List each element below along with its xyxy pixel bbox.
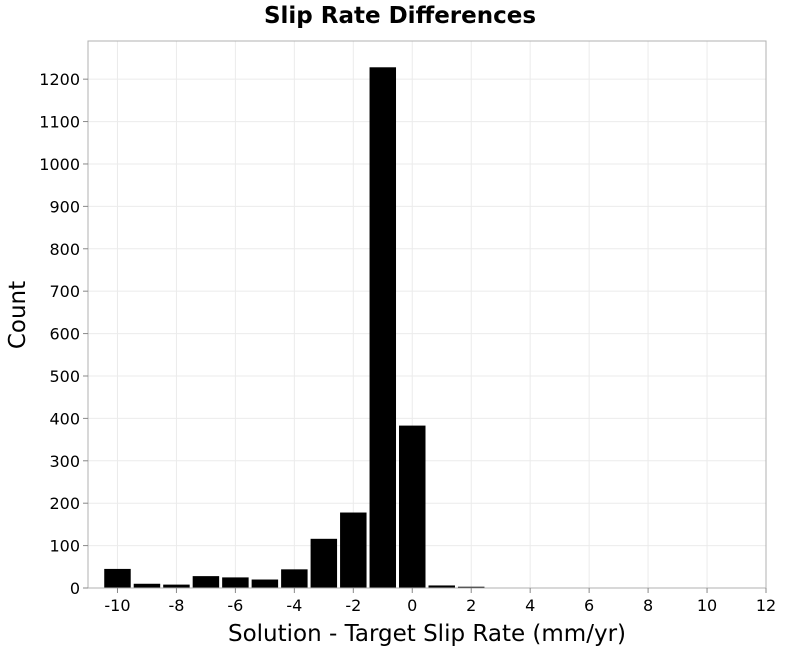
y-tick-label: 100 (49, 537, 80, 556)
x-axis-label: Solution - Target Slip Rate (mm/yr) (228, 621, 626, 647)
x-tick-label: 8 (643, 596, 653, 615)
histogram-bar (310, 538, 338, 588)
y-tick-label: 200 (49, 494, 80, 513)
histogram-bar (340, 512, 367, 588)
histogram-bar (222, 577, 249, 588)
histogram-bar (133, 583, 161, 588)
y-axis-ticks: 0 100 200 300 400 500 600 700 800 900 1000 1100 1200 (39, 70, 88, 598)
histogram-bar (192, 576, 220, 588)
histogram-bar (281, 569, 308, 588)
plot-frame (87, 40, 767, 589)
x-axis-ticks: -10 -8 -6 -4 -2 0 2 4 6 8 10 12 (104, 588, 776, 615)
histogram-bar (104, 568, 131, 588)
x-tick-label: -2 (345, 596, 361, 615)
x-tick-label: 0 (407, 596, 417, 615)
y-tick-label: 0 (70, 579, 80, 598)
histogram-bar (369, 67, 397, 589)
x-tick-label: -8 (168, 596, 184, 615)
x-tick-label: -10 (104, 596, 130, 615)
x-tick-label: 2 (466, 596, 476, 615)
histogram-bar (428, 585, 455, 588)
y-tick-label: 1100 (39, 113, 80, 132)
grid (88, 41, 767, 589)
y-tick-label: 1000 (39, 155, 80, 174)
y-axis-label: Count (5, 281, 31, 349)
y-tick-label: 300 (49, 452, 80, 471)
bars (104, 67, 485, 589)
y-tick-label: 400 (49, 409, 80, 428)
x-tick-label: 6 (584, 596, 594, 615)
y-tick-label: 700 (49, 282, 80, 301)
y-tick-label: 500 (49, 367, 80, 386)
chart-title: Slip Rate Differences (264, 3, 536, 29)
x-tick-label: -6 (227, 596, 243, 615)
histogram-bar (399, 425, 426, 588)
x-tick-label: -4 (286, 596, 302, 615)
histogram-bar (163, 584, 190, 588)
x-tick-label: 12 (756, 596, 776, 615)
histogram-bar (457, 586, 485, 588)
histogram-bar (251, 579, 279, 588)
y-tick-label: 800 (49, 240, 80, 259)
x-tick-label: 4 (525, 596, 535, 615)
y-tick-label: 600 (49, 325, 80, 344)
y-tick-label: 900 (49, 197, 80, 216)
y-tick-label: 1200 (39, 70, 80, 89)
x-tick-label: 10 (697, 596, 717, 615)
